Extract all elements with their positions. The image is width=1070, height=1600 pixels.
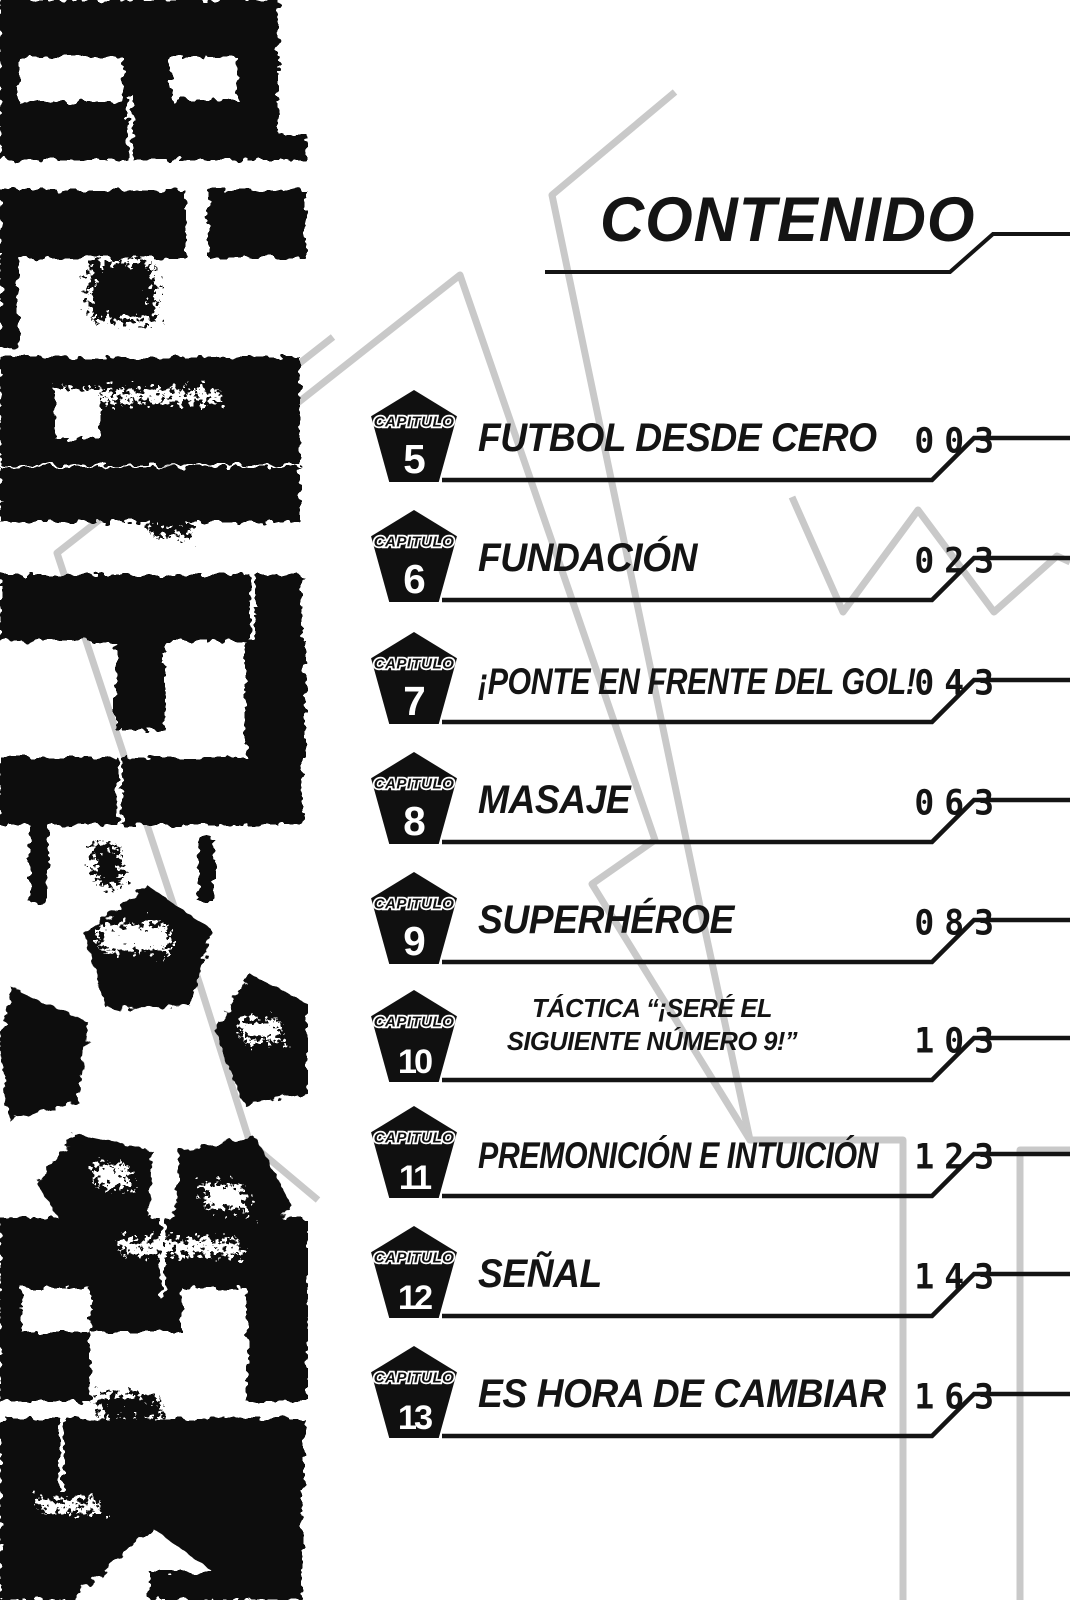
chapter-badge-label: CAPITULO [374, 775, 455, 792]
chapter-badge-number: 12 [398, 1279, 432, 1317]
chapter-badge: CAPITULO 13 [371, 1346, 457, 1438]
chapter-title-line: SEÑAL [478, 1252, 602, 1296]
title-underline [545, 232, 1070, 274]
chapter-badge-number: 6 [403, 556, 425, 602]
banner-speckles [40, 262, 280, 1512]
chapter-title: FUTBOL DESDE CERO [478, 416, 877, 461]
chapter-title-line: ES HORA DE CAMBIAR [478, 1372, 886, 1416]
chapter-title: SEÑAL [478, 1252, 602, 1297]
chapter-underline [442, 677, 1070, 725]
chapter-title: TÁCTICA “¡SERÉ EL SIGUIENTE NÚMERO 9!” [456, 992, 848, 1058]
chapter-title: ES HORA DE CAMBIAR [478, 1372, 886, 1417]
pentagon-icon [371, 752, 457, 844]
chapter-row: CAPITULO 5 FUTBOL DESDE CERO 003 [360, 388, 1070, 488]
chapter-badge-label: CAPITULO [374, 895, 455, 912]
page-title: CONTENIDO [600, 185, 976, 255]
chapter-badge-label: CAPITULO [374, 533, 455, 550]
chapter-title-line: FUTBOL DESDE CERO [478, 416, 877, 460]
chapter-badge-number: 7 [403, 678, 424, 724]
chapter-badge-label: CAPITULO [374, 1013, 455, 1030]
chapter-badge-number: 5 [403, 436, 425, 482]
chapter-row: CAPITULO 8 MASAJE 063 [360, 750, 1070, 850]
chapter-title-line: PREMONICIÓN E INTUICIÓN [478, 1135, 879, 1176]
chapter-badge-number: 9 [403, 918, 424, 964]
chapter-underline [442, 1151, 1070, 1199]
banner-white-notches [18, 0, 308, 1492]
chapter-row: CAPITULO 10 TÁCTICA “¡SERÉ EL SIGUIENTE … [360, 988, 1070, 1088]
chapter-badge: CAPITULO 11 [371, 1106, 457, 1198]
gray-zigzag-line [548, 89, 907, 1600]
chapter-page-number: 163 [914, 1376, 1004, 1417]
grunge-logo-banner [0, 0, 308, 1600]
chapter-row: CAPITULO 9 SUPERHÉROE 083 [360, 870, 1070, 970]
pentagon-icon [371, 632, 457, 724]
chapter-row: CAPITULO 13 ES HORA DE CAMBIAR 163 [360, 1344, 1070, 1444]
chapter-badge-number: 10 [398, 1043, 432, 1081]
chapter-page-number: 063 [914, 782, 1004, 823]
chapter-title-line: MASAJE [478, 778, 631, 822]
chapter-row: CAPITULO 12 SEÑAL 143 [360, 1224, 1070, 1324]
chapter-page-number: 103 [914, 1020, 1004, 1061]
chapter-page-number: 023 [914, 540, 1004, 581]
chapter-underline [442, 797, 1070, 845]
chapter-underline [442, 917, 1070, 965]
chapter-title: SUPERHÉROE [478, 898, 734, 943]
banner-ink-blocks [0, 0, 308, 1600]
chapter-title: FUNDACIÓN [478, 536, 697, 581]
chapter-badge-number: 11 [399, 1159, 432, 1197]
chapter-title-line: SIGUIENTE NÚMERO 9!” [506, 1026, 798, 1056]
chapter-badge-label: CAPITULO [374, 1129, 455, 1146]
chapter-title-line: ¡PONTE EN FRENTE DEL GOL! [478, 661, 916, 702]
chapter-badge-number: 13 [398, 1399, 432, 1437]
chapter-badge-label: CAPITULO [374, 1369, 455, 1386]
chapter-underline [442, 1391, 1070, 1439]
chapter-badge: CAPITULO 6 [371, 510, 457, 602]
chapter-row: CAPITULO 11 PREMONICIÓN E INTUICIÓN 123 [360, 1104, 1070, 1204]
chapter-row: CAPITULO 6 FUNDACIÓN 023 [360, 508, 1070, 608]
chapter-underline [442, 555, 1070, 603]
chapter-page-number: 123 [914, 1136, 1004, 1177]
chapter-page-number: 003 [914, 420, 1004, 461]
pentagon-icon [371, 1106, 457, 1198]
chapter-badge: CAPITULO 8 [371, 752, 457, 844]
chapter-badge: CAPITULO 9 [371, 872, 457, 964]
chapter-badge: CAPITULO 12 [371, 1226, 457, 1318]
pentagon-icon [371, 1226, 457, 1318]
pentagon-icon [371, 510, 457, 602]
chapter-page-number: 043 [914, 662, 1004, 703]
pentagon-icon [371, 872, 457, 964]
gray-zigzag-line [1016, 1146, 1070, 1600]
chapter-row: CAPITULO 7 ¡PONTE EN FRENTE DEL GOL! 043 [360, 630, 1070, 730]
chapter-underline [442, 435, 1070, 483]
chapter-underline [442, 1271, 1070, 1319]
chapter-badge-label: CAPITULO [374, 1249, 455, 1266]
chapter-page-number: 083 [914, 902, 1004, 943]
chapter-badge-label: CAPITULO [374, 413, 455, 430]
chapter-page-number: 143 [914, 1256, 1004, 1297]
pentagon-icon [371, 1346, 457, 1438]
pentagon-icon [371, 990, 457, 1082]
chapter-underline [442, 1035, 1070, 1083]
chapter-title-line: FUNDACIÓN [478, 536, 698, 580]
chapter-badge-number: 8 [403, 798, 425, 844]
pentagon-icon [371, 390, 457, 482]
chapter-title-line: SUPERHÉROE [478, 898, 734, 942]
chapter-title-line: TÁCTICA “¡SERÉ EL [532, 993, 772, 1023]
chapter-title: PREMONICIÓN E INTUICIÓN [478, 1135, 879, 1177]
chapter-badge: CAPITULO 10 [371, 990, 457, 1082]
chapter-badge: CAPITULO 5 [371, 390, 457, 482]
chapter-title: MASAJE [478, 778, 631, 823]
chapter-badge-label: CAPITULO [374, 655, 455, 672]
chapter-badge: CAPITULO 7 [371, 632, 457, 724]
chapter-title: ¡PONTE EN FRENTE DEL GOL! [478, 661, 916, 703]
